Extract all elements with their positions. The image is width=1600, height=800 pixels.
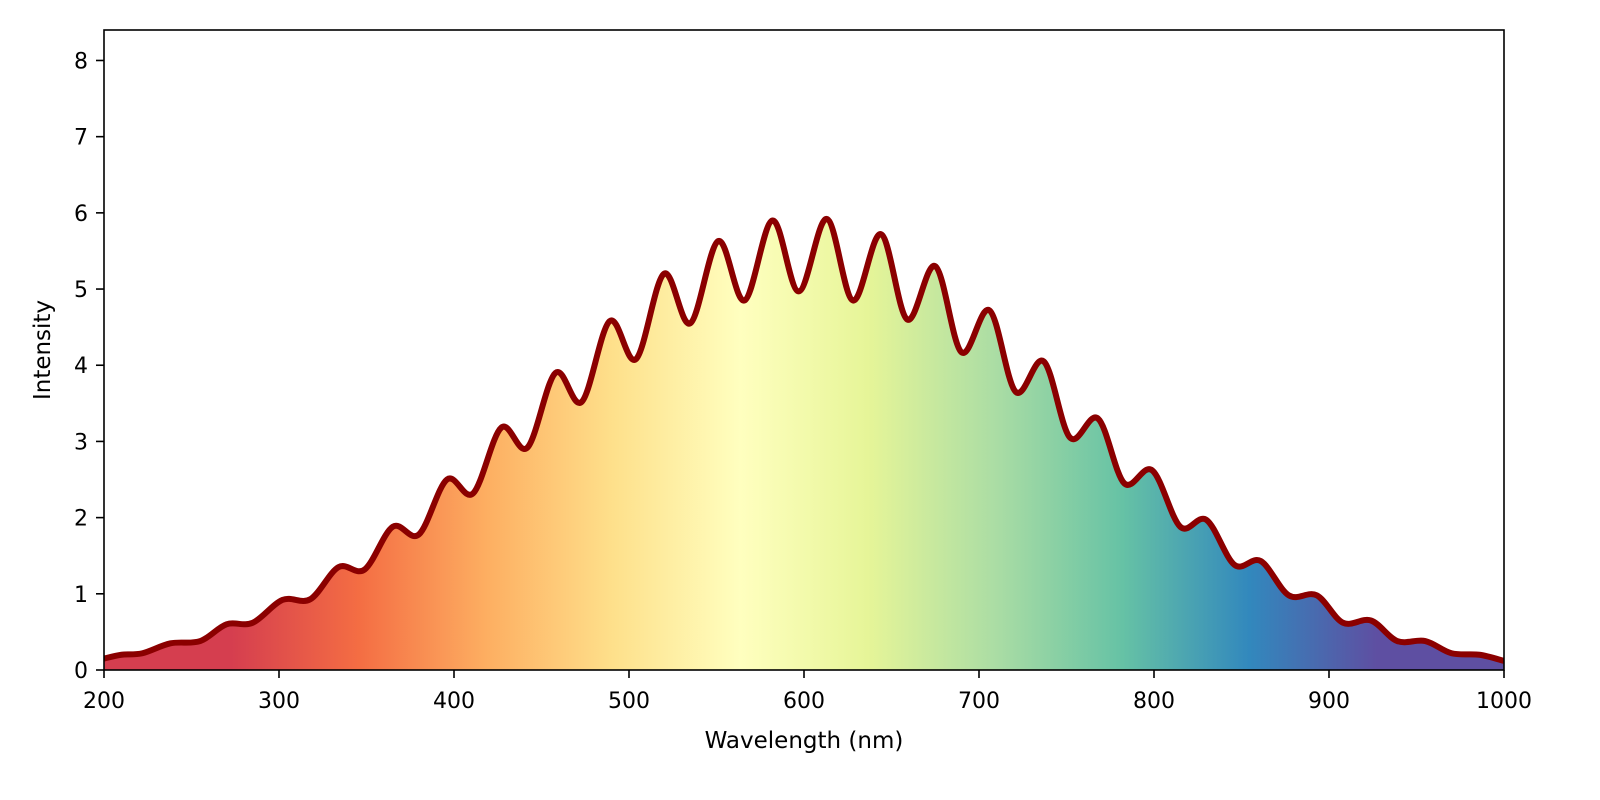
y-axis-label: Intensity bbox=[30, 300, 56, 400]
y-tick-label: 5 bbox=[74, 278, 88, 303]
y-tick-label: 8 bbox=[74, 49, 88, 74]
y-tick-label: 7 bbox=[74, 126, 88, 151]
x-tick-label: 1000 bbox=[1476, 689, 1532, 714]
x-tick-label: 800 bbox=[1133, 689, 1175, 714]
x-tick-label: 600 bbox=[783, 689, 825, 714]
x-tick-label: 500 bbox=[608, 689, 650, 714]
x-tick-label: 700 bbox=[958, 689, 1000, 714]
y-tick-label: 2 bbox=[74, 507, 88, 532]
x-tick-label: 400 bbox=[433, 689, 475, 714]
y-tick-label: 0 bbox=[74, 659, 88, 684]
y-axis: 0 1 2 3 4 5 6 7 8 bbox=[74, 49, 104, 684]
x-tick-label: 200 bbox=[83, 689, 125, 714]
y-tick-label: 3 bbox=[74, 430, 88, 455]
intensity-line bbox=[104, 215, 1504, 664]
x-tick-label: 900 bbox=[1308, 689, 1350, 714]
y-tick-label: 4 bbox=[74, 354, 88, 379]
y-tick-label: 1 bbox=[74, 583, 88, 608]
spectrum-area-fill bbox=[104, 218, 1504, 670]
x-axis: 200 300 400 500 600 700 800 900 1000 bbox=[83, 670, 1532, 714]
x-axis-label: Wavelength (nm) bbox=[705, 728, 904, 754]
y-tick-label: 6 bbox=[74, 202, 88, 227]
x-tick-label: 300 bbox=[258, 689, 300, 714]
